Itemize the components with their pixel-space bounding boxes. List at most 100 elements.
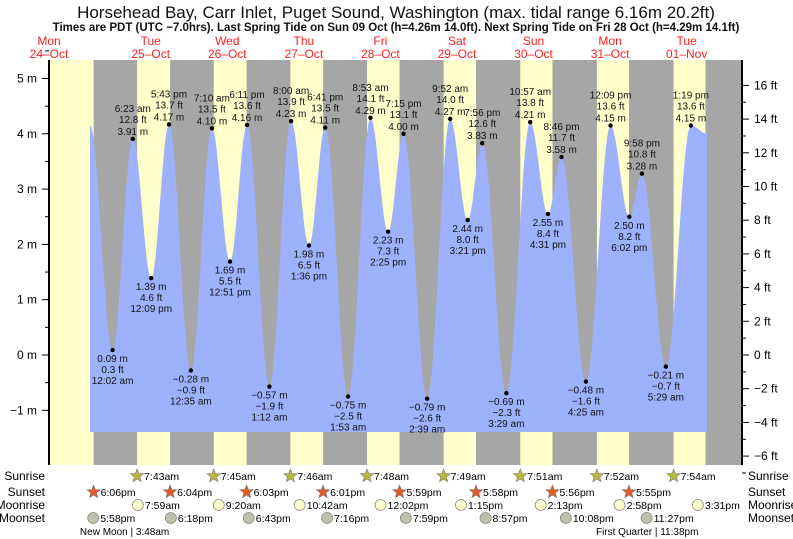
sunrise-row-label: Sunrise xyxy=(4,469,45,483)
tide-low-m: −0.79 m xyxy=(409,403,445,414)
tide-low-ft: 8.2 ft xyxy=(618,232,640,243)
sunrise-time: 7:43am xyxy=(144,471,179,483)
sunset-star-icon xyxy=(621,484,637,499)
tide-point xyxy=(385,229,391,234)
moonrise-moon-icon xyxy=(212,499,225,511)
tide-low-time: 1:12 am xyxy=(251,413,287,424)
sunset-star-icon xyxy=(239,484,255,499)
tide-high-m: 4.10 m xyxy=(197,116,228,127)
sunset-row-label: Sunset xyxy=(8,485,46,499)
tide-low-ft: −1.6 ft xyxy=(572,397,600,408)
sunset-star-icon xyxy=(468,484,484,499)
tide-high-m: 3.58 m xyxy=(546,145,577,156)
sunset-time: 5:59pm xyxy=(406,487,441,499)
tide-high-ft: 12.6 ft xyxy=(468,119,496,130)
day-date: 29–Oct xyxy=(438,47,477,61)
tide-point xyxy=(322,125,328,130)
tide-low-m: −0.75 m xyxy=(330,400,366,411)
tide-low-time: 6:02 pm xyxy=(611,243,647,254)
sunrise-time: 7:54am xyxy=(681,471,716,483)
tide-high-ft: 14.1 ft xyxy=(357,94,385,105)
tide-high-ft: 10.8 ft xyxy=(628,150,656,161)
tide-point xyxy=(627,214,632,219)
tide-high-time: 9:58 pm xyxy=(624,139,660,150)
tide-low-m: 2.50 m xyxy=(614,221,645,232)
tide-low-m: 1.69 m xyxy=(215,266,246,277)
tide-high-m: 4.17 m xyxy=(154,112,185,123)
tide-point xyxy=(244,122,250,128)
tide-point xyxy=(227,259,233,264)
moonrise-moon-icon xyxy=(534,499,547,511)
sunrise-star-icon xyxy=(359,468,375,483)
moonset-moon-icon xyxy=(321,512,333,524)
moonrise-time: 10:42am xyxy=(307,500,348,512)
day-name: Sun xyxy=(523,34,544,48)
tide-low-ft: −2.6 ft xyxy=(413,414,441,425)
right-tick-label: 0 ft xyxy=(754,348,771,362)
tide-high-ft: 13.7 ft xyxy=(155,100,183,111)
sunset-star-icon xyxy=(544,484,560,499)
moonset-time: 11:27pm xyxy=(654,513,694,525)
right-tick-label: 10 ft xyxy=(754,180,778,194)
tide-low-time: 5:29 am xyxy=(648,393,684,404)
tide-low-m: −0.21 m xyxy=(648,371,684,382)
tide-low-time: 3:29 am xyxy=(488,419,524,430)
chart-title: Horsehead Bay, Carr Inlet, Puget Sound, … xyxy=(77,3,715,22)
tide-point xyxy=(465,217,470,223)
tide-high-ft: 13.5 ft xyxy=(311,104,339,115)
moonset-row-label: Moonset xyxy=(0,511,46,525)
tide-point xyxy=(504,390,509,396)
tide-point xyxy=(447,116,453,122)
moonset-moon-icon xyxy=(87,512,100,524)
moonrise-time: 1:15pm xyxy=(468,500,503,512)
tide-high-time: 6:23 am xyxy=(115,104,151,115)
tide-high-ft: 13.8 ft xyxy=(516,98,544,109)
sunrise-time: 7:48am xyxy=(374,471,409,483)
tide-high-time: 8:00 am xyxy=(273,86,309,97)
tide-high-m: 3.28 m xyxy=(627,162,658,173)
moonset-moon-icon xyxy=(242,512,255,524)
tide-point xyxy=(149,275,154,281)
tide-point xyxy=(288,118,294,124)
tide-point xyxy=(608,123,613,128)
tide-point xyxy=(306,243,312,248)
right-tick-label: 8 ft xyxy=(754,213,771,227)
moonrise-moon-icon xyxy=(132,499,144,511)
tide-point xyxy=(663,364,669,369)
sunrise-star-icon xyxy=(206,468,222,483)
moonset-time: 6:18pm xyxy=(178,513,213,525)
sunset-time: 5:56pm xyxy=(559,487,594,499)
tide-point xyxy=(527,119,533,125)
left-tick-label: 4 m xyxy=(17,127,37,141)
tide-curve xyxy=(90,117,708,433)
day-date: 27–Oct xyxy=(285,47,324,61)
day-name: Tue xyxy=(677,34,698,48)
tide-point xyxy=(401,131,406,136)
sunrise-time: 7:49am xyxy=(451,471,486,483)
sunrise-star-icon xyxy=(666,468,682,483)
tide-low-m: 1.98 m xyxy=(294,250,325,261)
tide-low-ft: 8.0 ft xyxy=(457,235,479,246)
tide-high-time: 1:19 pm xyxy=(673,91,709,102)
tide-point xyxy=(559,154,564,160)
tide-low-time: 2:39 am xyxy=(409,425,445,436)
day-name: Fri xyxy=(373,34,387,48)
tide-low-ft: 5.5 ft xyxy=(219,277,241,288)
moonrise-time: 3:31pm xyxy=(705,500,740,512)
moonset-time: 7:59pm xyxy=(413,513,448,525)
tide-low-time: 4:25 am xyxy=(568,408,604,419)
tide-low-m: −0.69 m xyxy=(488,397,524,408)
tide-high-ft: 13.6 ft xyxy=(677,102,705,113)
tide-low-m: −0.28 m xyxy=(173,374,209,385)
tide-point xyxy=(480,141,485,146)
moonrise-row-label: Moonrise xyxy=(0,498,45,512)
tide-point xyxy=(110,347,115,353)
sunrise-star-icon xyxy=(129,468,145,483)
tide-high-m: 4.11 m xyxy=(310,116,340,127)
moonset-moon-icon xyxy=(559,512,572,524)
sunset-star-icon xyxy=(86,484,102,499)
tide-high-time: 8:53 am xyxy=(352,83,388,94)
left-tick-label: 2 m xyxy=(17,237,37,251)
right-tick-label: −6 ft xyxy=(754,449,778,463)
